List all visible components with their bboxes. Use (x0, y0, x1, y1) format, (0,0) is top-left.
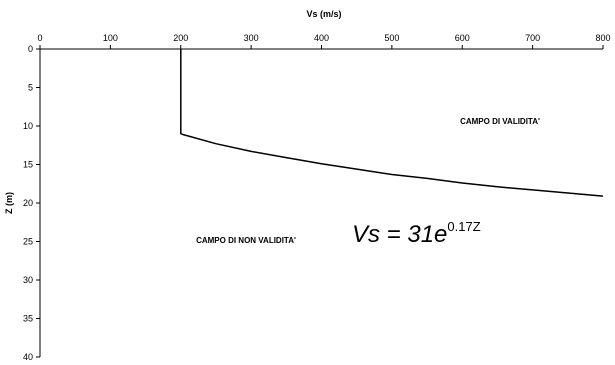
x-tick-label: 300 (244, 33, 259, 43)
formula-exponent: 0.17Z (447, 219, 480, 234)
y-tick-label: 25 (23, 237, 33, 247)
y-axis-ticks: 0 5 10 15 20 25 30 35 40 (23, 44, 40, 362)
x-tick-label: 500 (384, 33, 399, 43)
axes (39, 48, 603, 357)
x-tick-label: 600 (455, 33, 470, 43)
x-tick-label: 200 (173, 33, 188, 43)
y-tick-label: 40 (23, 352, 33, 362)
y-tick-label: 20 (23, 198, 33, 208)
series-layer (180, 49, 604, 197)
series-line-0 (180, 49, 604, 197)
x-tick-label: 100 (103, 33, 118, 43)
y-tick-label: 30 (23, 275, 33, 285)
y-tick-label: 10 (23, 121, 33, 131)
y-tick-label: 5 (28, 83, 33, 93)
y-tick-label: 0 (28, 44, 33, 54)
y-tick-label: 35 (23, 314, 33, 324)
formula-label: Vs = 31e0.17Z (352, 219, 481, 248)
y-axis-title: Z (m) (4, 192, 14, 214)
y-tick-label: 15 (23, 160, 33, 170)
formula-base: Vs = 31e (352, 221, 447, 248)
x-tick-label: 0 (37, 33, 42, 43)
valid-region-label: CAMPO DI VALIDITA' (460, 117, 540, 126)
x-axis-title: Vs (m/s) (306, 9, 341, 19)
x-tick-label: 700 (525, 33, 540, 43)
invalid-region-label: CAMPO DI NON VALIDITA' (196, 236, 296, 245)
x-tick-label: 800 (595, 33, 610, 43)
x-tick-label: 400 (314, 33, 329, 43)
x-axis-ticks: 0 100 200 300 400 500 600 700 800 (37, 33, 611, 49)
